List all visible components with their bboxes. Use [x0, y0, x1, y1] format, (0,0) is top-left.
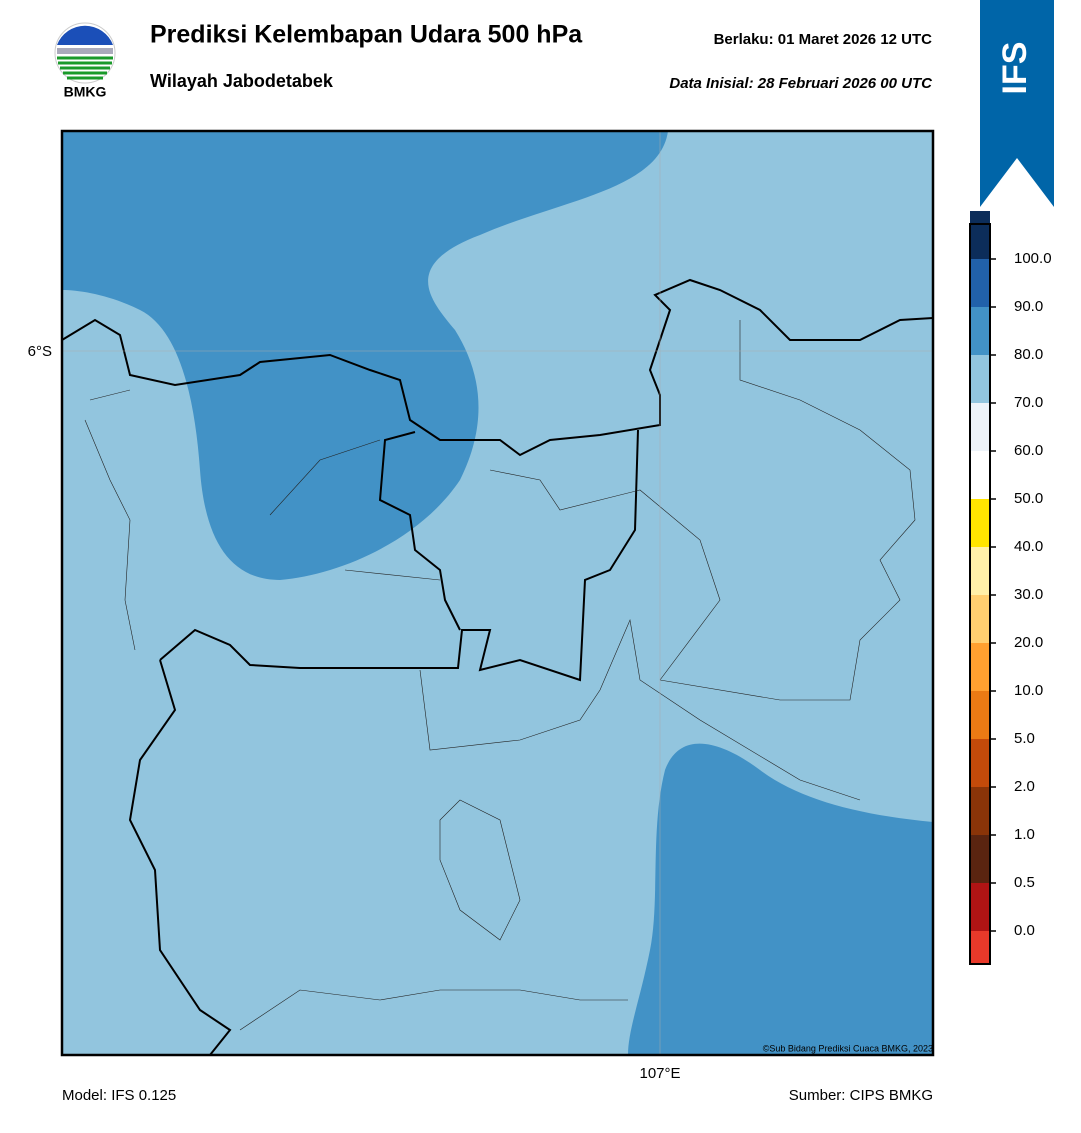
init-time: Data Inisial: 28 Februari 2026 00 UTC	[669, 75, 933, 92]
subtitle: Wilayah Jabodetabek	[150, 71, 334, 91]
colorbar-label: 0.5	[1014, 874, 1035, 891]
colorbar-label: 40.0	[1014, 538, 1043, 555]
colorbar-label: 30.0	[1014, 586, 1043, 603]
colorbar-label: 2.0	[1014, 778, 1035, 795]
colorbar-segment	[970, 787, 990, 835]
colorbar-segment	[970, 883, 990, 931]
colorbar-segment	[970, 403, 990, 451]
colorbar-segment	[970, 739, 990, 787]
colorbar-label: 90.0	[1014, 298, 1043, 315]
colorbar-segment	[970, 931, 990, 964]
title: Prediksi Kelembapan Udara 500 hPa	[150, 21, 583, 49]
badge	[980, 0, 1054, 207]
colorbar-label: 50.0	[1014, 490, 1043, 507]
colorbar-label: 80.0	[1014, 346, 1043, 363]
colorbar-segment	[970, 307, 990, 355]
logo-text: BMKG	[64, 84, 107, 100]
badge-text: IFS	[996, 42, 1034, 95]
colorbar-label: 1.0	[1014, 826, 1035, 843]
colorbar-segment	[970, 691, 990, 739]
colorbar-segment	[970, 643, 990, 691]
colorbar-frame	[969, 223, 991, 965]
lon-label: 107°E	[639, 1065, 680, 1082]
colorbar: 0.0 0.5 1.0 2.0 5.0 10.0 20.0 30.0 40.0 50.0 60.0 7…	[969, 211, 1052, 965]
bmkg-logo: BMKG	[54, 22, 116, 100]
map: ©Sub Bidang Prediksi Cuaca BMKG, 2023	[60, 129, 935, 1057]
colorbar-segment	[970, 595, 990, 643]
colorbar-label: 0.0	[1014, 922, 1035, 939]
colorbar-segment	[970, 547, 990, 595]
model: Model: IFS 0.125	[62, 1087, 176, 1104]
colorbar-label: 100.0	[1014, 250, 1052, 267]
colorbar-segment	[970, 355, 990, 403]
colorbar-label: 10.0	[1014, 682, 1043, 699]
colorbar-label: 60.0	[1014, 442, 1043, 459]
colorbar-label: 5.0	[1014, 730, 1035, 747]
colorbar-segment	[970, 259, 990, 307]
source: Sumber: CIPS BMKG	[789, 1087, 933, 1104]
lat-label: 6°S	[28, 343, 52, 360]
colorbar-segment	[970, 211, 990, 259]
valid-time: Berlaku: 01 Maret 2026 12 UTC	[714, 31, 933, 48]
credit: ©Sub Bidang Prediksi Cuaca BMKG, 2023	[763, 1043, 933, 1053]
colorbar-segment	[970, 451, 990, 499]
colorbar-label: 70.0	[1014, 394, 1043, 411]
colorbar-label: 20.0	[1014, 634, 1043, 651]
colorbar-segment	[970, 499, 990, 547]
colorbar-segment	[970, 835, 990, 883]
